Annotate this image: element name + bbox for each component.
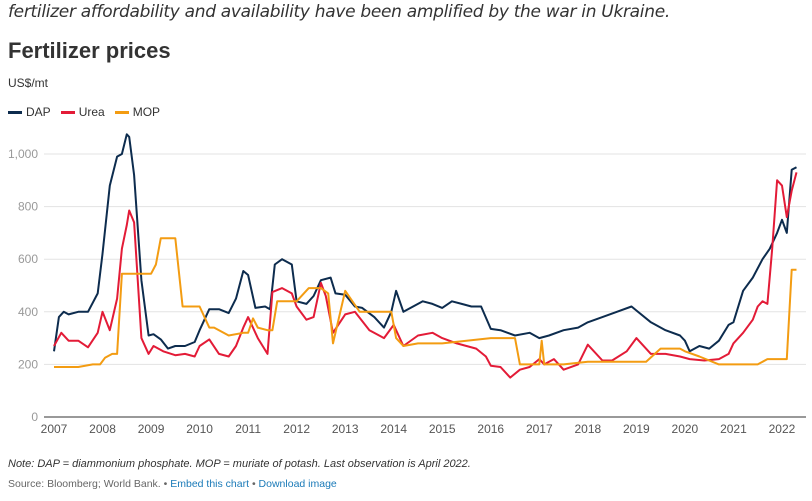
x-tick-label: 2008: [89, 422, 116, 436]
x-tick-label: 2017: [526, 422, 553, 436]
y-axis-unit: US$/mt: [8, 76, 49, 90]
x-tick-label: 2013: [332, 422, 359, 436]
x-tick-label: 2015: [429, 422, 456, 436]
x-tick-label: 2012: [283, 422, 310, 436]
x-tick-label: 2010: [186, 422, 213, 436]
legend-label-mop: MOP: [132, 105, 161, 119]
x-tick-label: 2009: [138, 422, 165, 436]
x-tick-label: 2018: [574, 422, 601, 436]
x-tick-label: 2021: [720, 422, 747, 436]
series-line-dap[interactable]: [53, 133, 797, 353]
separator: •: [249, 478, 259, 490]
chart-title: Fertilizer prices: [8, 38, 171, 63]
y-tick-label: 400: [18, 305, 38, 319]
x-tick-label: 2007: [41, 422, 68, 436]
series-lines: [53, 133, 798, 379]
legend-swatch-mop: [114, 110, 129, 114]
x-tick-label: 2011: [235, 422, 261, 436]
y-tick-label: 800: [18, 200, 38, 214]
source-text: Source: Bloomberg; World Bank.: [8, 478, 161, 490]
embed-chart-link[interactable]: Embed this chart: [170, 478, 250, 490]
x-tick-label: 2016: [477, 422, 504, 436]
legend-item-urea[interactable]: Urea: [60, 105, 105, 119]
x-tick-label: 2020: [672, 422, 699, 436]
download-image-link[interactable]: Download image: [258, 478, 337, 490]
y-axis-ticks: 0 200 400 600 800 1,000: [8, 147, 38, 424]
chart-source: Source: Bloomberg; World Bank. • Embed t…: [8, 478, 337, 490]
legend-item-dap[interactable]: DAP: [8, 105, 51, 119]
series-line-mop[interactable]: [54, 237, 797, 368]
legend: DAP Urea MOP: [8, 105, 160, 119]
legend-label-dap: DAP: [26, 105, 51, 119]
y-tick-label: 200: [18, 357, 38, 371]
y-tick-label: 0: [31, 410, 38, 424]
y-tick-label: 600: [18, 252, 38, 266]
separator: •: [160, 478, 171, 490]
legend-swatch-dap: [8, 110, 22, 114]
x-tick-label: 2022: [769, 422, 796, 436]
chart-note: Note: DAP = diammonium phosphate. MOP = …: [8, 458, 471, 470]
gridlines: [44, 153, 806, 365]
x-tick-label: 2019: [623, 422, 650, 436]
x-axis-ticks: 2007 2008 2009 2010 2011 2012 2013 2014 2015 2016…: [41, 422, 796, 436]
legend-label-urea: Urea: [78, 105, 105, 119]
legend-swatch-urea: [60, 110, 75, 114]
y-tick-label: 1,000: [8, 147, 38, 161]
intro-text: fertilizer affordability and availabilit…: [8, 2, 670, 22]
legend-item-mop[interactable]: MOP: [114, 105, 161, 119]
x-tick-label: 2014: [380, 422, 407, 436]
